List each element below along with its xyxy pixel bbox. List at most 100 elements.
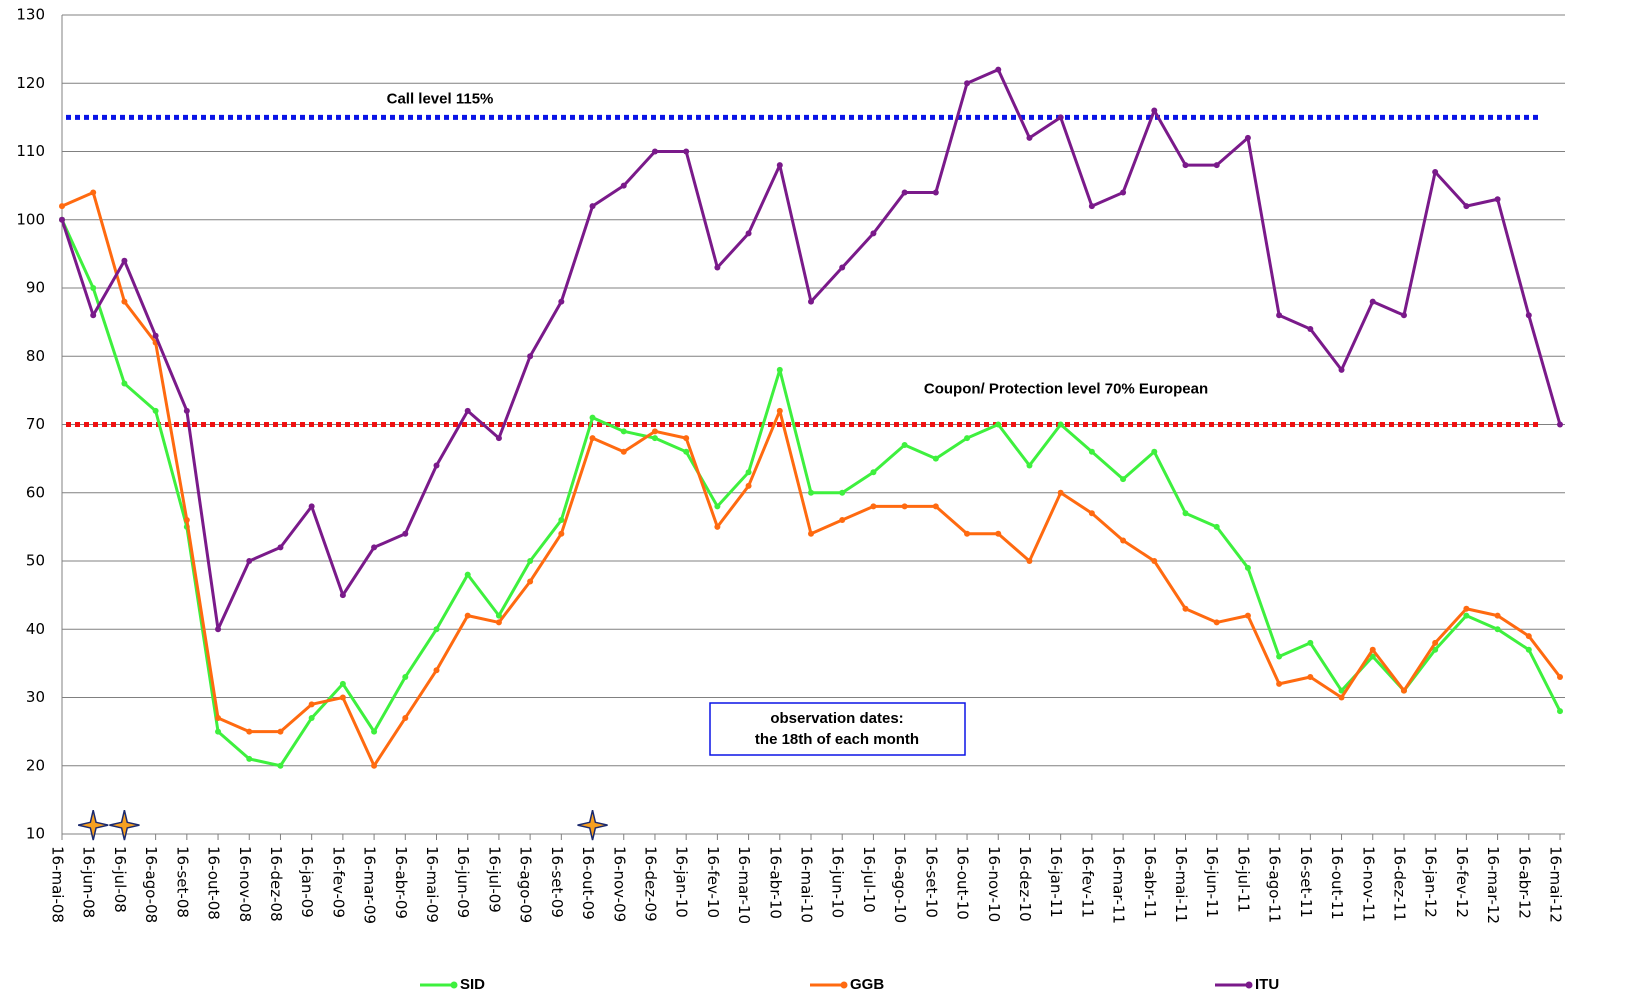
point [59, 203, 65, 210]
point [1120, 537, 1127, 544]
point [808, 298, 814, 305]
x-tick-label: 16-jun-08 [80, 846, 98, 918]
x-tick-label: 16-mai-12 [1547, 846, 1565, 923]
point [339, 694, 346, 701]
point [1182, 510, 1189, 517]
x-tick-label: 16-ago-11 [1266, 846, 1284, 923]
point [464, 571, 471, 578]
y-tick-label: 80 [26, 347, 45, 365]
point [1151, 558, 1158, 564]
point [1369, 298, 1376, 305]
x-tick-label: 16-mar-12 [1484, 846, 1502, 924]
point [808, 489, 814, 496]
legend-marker [840, 981, 848, 989]
x-tick-label: 16-nov-09 [610, 846, 628, 922]
point [776, 366, 783, 373]
point [558, 298, 565, 305]
point [308, 701, 315, 708]
x-tick-label: 16-jul-08 [111, 846, 129, 913]
point [495, 612, 502, 619]
point [1057, 421, 1064, 428]
point [1026, 558, 1033, 564]
point [90, 285, 97, 291]
annotation-text: observation dates: [770, 710, 903, 727]
x-tick-label: 16-ago-10 [891, 846, 909, 923]
point [277, 762, 284, 769]
x-tick-label: 16-jun-10 [829, 846, 847, 918]
point [932, 455, 939, 462]
point [1244, 134, 1251, 141]
x-tick-label: 16-fev-09 [329, 846, 347, 918]
legend-label: SID [460, 976, 485, 993]
point [683, 435, 690, 442]
x-tick-label: 16-abr-10 [766, 846, 784, 919]
point [464, 612, 471, 619]
point [1557, 674, 1563, 681]
point [1432, 639, 1439, 646]
point [683, 148, 690, 155]
annotation-text: the 18th of each month [755, 731, 919, 748]
y-tick-label: 100 [16, 210, 45, 228]
point [246, 728, 253, 735]
point [215, 626, 222, 633]
point [1026, 462, 1033, 469]
point [932, 503, 939, 510]
x-tick-label: 16-set-09 [548, 846, 566, 918]
point [1057, 114, 1064, 121]
point [839, 489, 846, 496]
point [246, 755, 253, 762]
point [1276, 312, 1283, 319]
x-tick-label: 16-abr-11 [1141, 846, 1159, 919]
reference-label: Call level 115% [387, 90, 494, 107]
x-tick-label: 16-mar-09 [361, 846, 379, 924]
y-tick-label: 110 [16, 142, 45, 160]
x-tick-label: 16-nov-11 [1359, 846, 1377, 922]
x-tick-label: 16-ago-08 [142, 846, 160, 923]
point [995, 421, 1002, 428]
point [1463, 203, 1470, 210]
point [1244, 564, 1251, 571]
point [995, 66, 1002, 73]
point [371, 728, 378, 735]
x-tick-label: 16-jan-12 [1422, 846, 1440, 918]
point [1369, 653, 1376, 660]
point [1151, 107, 1158, 114]
point [1338, 694, 1345, 701]
point [1400, 687, 1407, 694]
point [1338, 366, 1345, 373]
point [1307, 639, 1314, 646]
x-tick-label: 16-dez-08 [267, 846, 285, 922]
x-tick-label: 16-abr-12 [1515, 846, 1533, 919]
legend-label: GGB [850, 976, 884, 993]
point [964, 435, 971, 442]
y-tick-label: 60 [26, 483, 45, 501]
point [683, 448, 690, 455]
x-tick-label: 16-jul-10 [860, 846, 878, 913]
point [402, 674, 409, 681]
point [964, 80, 971, 87]
point [152, 332, 159, 339]
point [745, 469, 752, 476]
point [620, 448, 627, 455]
y-tick-label: 120 [16, 74, 45, 92]
x-tick-label: 16-jan-10 [673, 846, 691, 918]
x-tick-label: 16-mai-10 [798, 846, 816, 923]
point [839, 264, 846, 271]
x-tick-label: 16-mar-10 [735, 846, 753, 924]
point [1088, 448, 1095, 455]
point [402, 530, 409, 537]
x-tick-label: 16-fev-12 [1453, 846, 1471, 918]
point [651, 148, 658, 155]
point [183, 517, 190, 524]
point [277, 728, 284, 735]
star-marker [78, 809, 109, 841]
point [1244, 612, 1251, 619]
x-tick-label: 16-dez-10 [1016, 846, 1034, 922]
point [964, 530, 971, 537]
point [1494, 612, 1501, 619]
legend-label: ITU [1255, 976, 1279, 993]
x-tick-label: 16-jan-09 [298, 846, 316, 918]
star-marker [109, 809, 140, 841]
point [870, 230, 877, 237]
point [308, 503, 315, 510]
